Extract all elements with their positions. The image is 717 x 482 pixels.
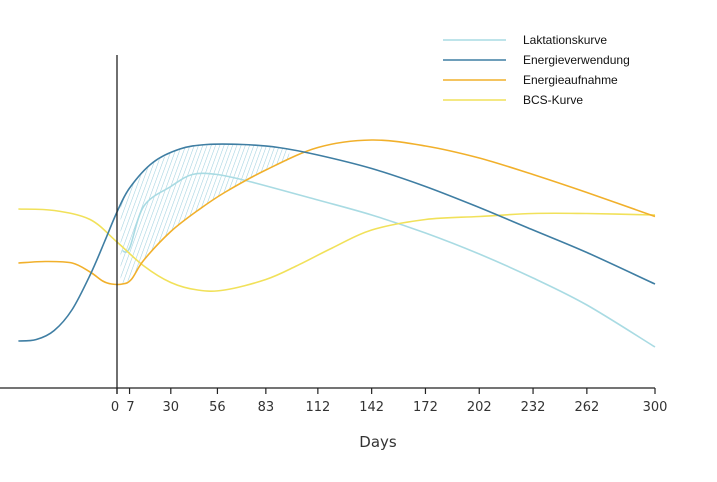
x-tick-label: 142 xyxy=(359,400,384,415)
series-lines xyxy=(18,139,656,348)
x-axis-ticks: 0 7 30 56 83 112 142 172 202 232 262 300 xyxy=(111,388,668,415)
series-line-energieaufnahme xyxy=(18,139,656,286)
x-tick-label: 232 xyxy=(521,400,546,415)
x-tick-label: 83 xyxy=(258,400,275,415)
x-axis-title: Days xyxy=(359,433,397,451)
series-line-bcs-kurve xyxy=(18,208,656,292)
series-line-laktationskurve xyxy=(122,172,656,348)
x-tick-label: 30 xyxy=(163,400,180,415)
x-tick-label: 0 xyxy=(111,400,119,415)
energy-deficit-area xyxy=(120,144,290,284)
series-line-energieverwendung xyxy=(18,143,656,342)
x-tick-label: 300 xyxy=(643,400,668,415)
x-tick-label: 56 xyxy=(209,400,226,415)
x-tick-label: 202 xyxy=(467,400,492,415)
x-tick-label: 262 xyxy=(574,400,599,415)
legend-label-bcs-kurve: BCS-Kurve xyxy=(523,93,583,107)
legend-label-energieaufnahme: Energieaufnahme xyxy=(523,73,618,87)
legend: Laktationskurve Energieverwendung Energiea… xyxy=(443,33,630,107)
legend-label-energieverwendung: Energieverwendung xyxy=(523,53,630,67)
x-tick-label: 7 xyxy=(126,400,134,415)
legend-label-laktationskurve: Laktationskurve xyxy=(523,33,607,47)
x-tick-label: 172 xyxy=(413,400,438,415)
x-tick-label: 112 xyxy=(305,400,330,415)
